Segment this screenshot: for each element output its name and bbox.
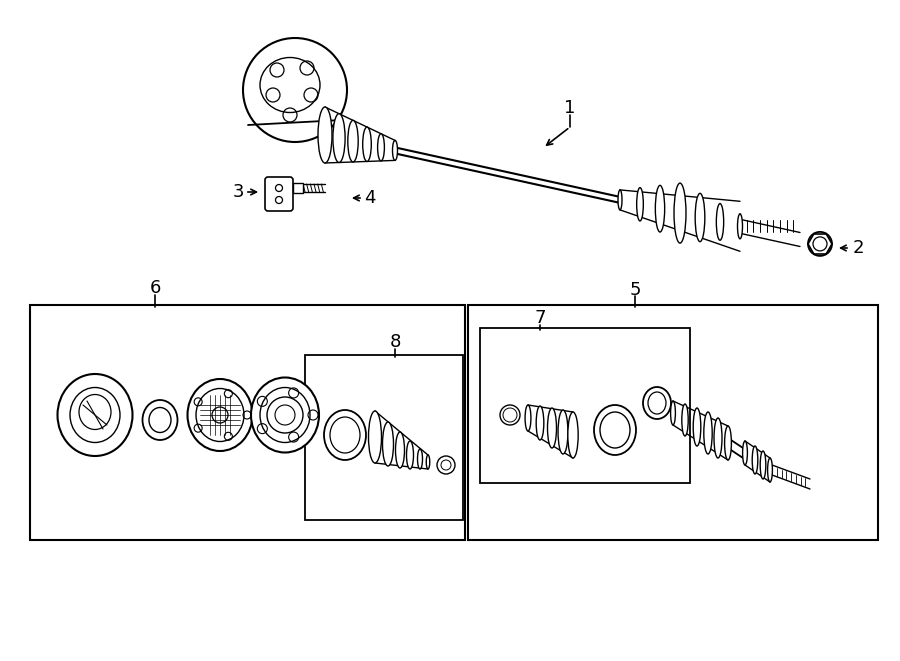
Ellipse shape <box>558 410 568 454</box>
Ellipse shape <box>382 422 393 466</box>
Circle shape <box>808 232 832 256</box>
Ellipse shape <box>674 183 686 243</box>
Circle shape <box>437 456 455 474</box>
Circle shape <box>267 397 303 433</box>
Ellipse shape <box>547 408 556 448</box>
Ellipse shape <box>525 405 531 431</box>
Ellipse shape <box>648 392 666 414</box>
Bar <box>468 305 878 540</box>
Ellipse shape <box>318 107 332 163</box>
Circle shape <box>503 408 517 422</box>
Ellipse shape <box>347 120 358 162</box>
Bar <box>305 355 463 520</box>
Ellipse shape <box>536 406 544 440</box>
Ellipse shape <box>568 412 578 458</box>
Ellipse shape <box>187 379 253 451</box>
Circle shape <box>441 460 451 470</box>
Ellipse shape <box>58 374 132 456</box>
Circle shape <box>212 407 228 423</box>
Ellipse shape <box>79 395 111 430</box>
Ellipse shape <box>251 377 319 453</box>
Ellipse shape <box>724 426 732 460</box>
Ellipse shape <box>594 405 636 455</box>
Ellipse shape <box>142 400 177 440</box>
Ellipse shape <box>682 404 688 436</box>
Ellipse shape <box>714 418 722 458</box>
Ellipse shape <box>742 441 747 465</box>
Ellipse shape <box>260 387 310 442</box>
Ellipse shape <box>670 401 675 425</box>
Bar <box>293 183 303 193</box>
Ellipse shape <box>149 407 171 432</box>
Ellipse shape <box>760 451 766 479</box>
Ellipse shape <box>418 449 422 469</box>
Ellipse shape <box>600 412 630 448</box>
Text: 5: 5 <box>629 281 641 299</box>
Ellipse shape <box>196 389 244 442</box>
Text: 6: 6 <box>149 279 161 297</box>
Ellipse shape <box>695 193 705 242</box>
Ellipse shape <box>737 214 742 239</box>
Ellipse shape <box>70 387 120 442</box>
Circle shape <box>275 405 295 425</box>
Ellipse shape <box>395 432 404 468</box>
Text: 7: 7 <box>535 309 545 327</box>
Bar <box>30 305 465 540</box>
Text: 2: 2 <box>852 239 864 257</box>
Ellipse shape <box>768 458 772 482</box>
Ellipse shape <box>407 441 413 469</box>
FancyBboxPatch shape <box>265 177 293 211</box>
Ellipse shape <box>427 455 430 469</box>
Text: 4: 4 <box>364 189 376 207</box>
Ellipse shape <box>704 412 712 454</box>
Ellipse shape <box>693 408 701 446</box>
Circle shape <box>500 405 520 425</box>
Ellipse shape <box>643 387 671 419</box>
Ellipse shape <box>378 134 384 161</box>
Ellipse shape <box>363 127 372 161</box>
Ellipse shape <box>330 417 360 453</box>
Circle shape <box>243 38 347 142</box>
Text: 3: 3 <box>232 183 244 201</box>
Text: 1: 1 <box>564 99 576 117</box>
Ellipse shape <box>618 190 622 210</box>
Circle shape <box>813 237 827 251</box>
Text: 8: 8 <box>390 333 400 351</box>
Ellipse shape <box>392 140 398 161</box>
Ellipse shape <box>368 411 382 463</box>
Ellipse shape <box>636 188 644 221</box>
Ellipse shape <box>324 410 366 460</box>
Ellipse shape <box>752 446 758 474</box>
Ellipse shape <box>716 204 724 240</box>
Bar <box>480 328 690 483</box>
Ellipse shape <box>333 114 345 163</box>
Ellipse shape <box>655 185 665 232</box>
